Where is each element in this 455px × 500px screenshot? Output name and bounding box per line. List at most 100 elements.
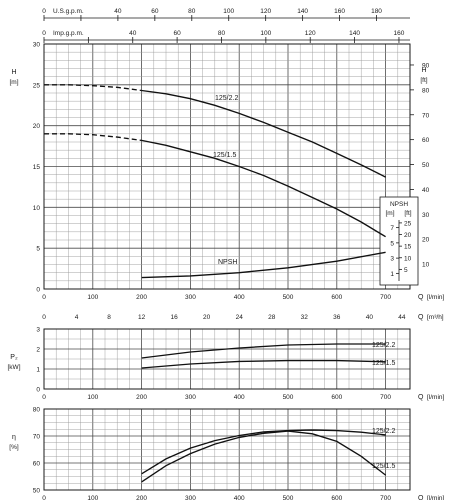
y-tick-label: 70 <box>33 434 41 441</box>
m3h-tick-label: 36 <box>333 314 341 321</box>
usgpm-tick-label: 0 <box>42 8 46 15</box>
ft-tick-label: 40 <box>422 187 430 194</box>
usgpm-tick-label: 180 <box>371 8 382 15</box>
plot-frame-efficiency <box>43 408 411 491</box>
x-tick-label: 200 <box>136 294 147 301</box>
series-line <box>141 359 386 369</box>
x-tick-label: 400 <box>234 495 245 500</box>
impgpm-axis-label: Imp.g.p.m. <box>53 30 84 37</box>
x-tick-label: 100 <box>87 495 98 500</box>
curves-layer <box>44 84 387 483</box>
x-tick-label: 200 <box>136 495 147 500</box>
x-tick-label: 500 <box>283 294 294 301</box>
x-tick-label: 0 <box>42 394 46 401</box>
y-tick-label: 0 <box>36 287 40 294</box>
npsh-m-tick-label: 1 <box>390 271 394 278</box>
plot-frame-head <box>43 43 411 290</box>
usgpm-tick-label: 120 <box>260 8 271 15</box>
npsh-box-ft-unit: [ft] <box>404 210 411 217</box>
m3h-tick-label: 4 <box>75 314 79 321</box>
y-tick-label: 60 <box>33 461 41 468</box>
y-tick-label: 0 <box>36 387 40 394</box>
series-label: 125/2.2 <box>372 428 395 435</box>
ft-tick-label: 30 <box>422 212 430 219</box>
usgpm-tick-label: 40 <box>114 8 122 15</box>
impgpm-tick-label: 160 <box>394 30 405 37</box>
impgpm-tick-label: 80 <box>218 30 226 37</box>
m3h-tick-label: 24 <box>236 314 244 321</box>
y-axis-label: P₂ <box>10 354 18 361</box>
m3h-tick-label: 8 <box>107 314 111 321</box>
x-axis-unit: [l/min] <box>427 495 445 500</box>
y-tick-label: 15 <box>33 164 41 171</box>
x-axis-label: Q <box>418 394 424 401</box>
usgpm-axis-label: U.S.g.p.m. <box>53 8 84 15</box>
x-axis-label: Q <box>418 294 424 301</box>
x-tick-label: 300 <box>185 394 196 401</box>
m3h-tick-label: 0 <box>42 314 46 321</box>
ft-tick-label: 90 <box>422 62 430 69</box>
usgpm-tick-label: 100 <box>223 8 234 15</box>
x-tick-label: 0 <box>42 294 46 301</box>
y-tick-label: 2 <box>36 347 40 354</box>
right-axis-label: H <box>421 67 426 74</box>
impgpm-tick-label: 140 <box>349 30 360 37</box>
ft-tick-label: 10 <box>422 262 430 269</box>
series-line <box>141 251 386 279</box>
x-tick-label: 600 <box>331 294 342 301</box>
series-line <box>141 343 386 359</box>
x-tick-label: 100 <box>87 294 98 301</box>
usgpm-tick-label: 140 <box>297 8 308 15</box>
impgpm-tick-label: 100 <box>260 30 271 37</box>
ft-tick-label: 60 <box>422 137 430 144</box>
y-axis-unit: [%] <box>9 444 19 451</box>
npsh-ft-tick-label: 25 <box>404 220 412 227</box>
m3h-tick-label: 16 <box>171 314 179 321</box>
y-tick-label: 1 <box>36 367 40 374</box>
y-tick-label: 25 <box>33 82 41 89</box>
x-axis-label: Q <box>418 495 424 500</box>
y-tick-label: 80 <box>33 407 41 414</box>
x-secondary-label: Q <box>418 314 424 321</box>
m3h-tick-label: 44 <box>398 314 406 321</box>
y-axis-unit: [kW] <box>8 364 21 371</box>
x-tick-label: 100 <box>87 394 98 401</box>
impgpm-tick-label: 120 <box>305 30 316 37</box>
x-tick-label: 700 <box>380 394 391 401</box>
x-tick-label: 700 <box>380 294 391 301</box>
npsh-m-tick-label: 3 <box>390 256 394 263</box>
usgpm-tick-label: 80 <box>188 8 196 15</box>
npsh-box-title: NPSH <box>390 201 408 208</box>
x-tick-label: 500 <box>283 394 294 401</box>
x-tick-label: 0 <box>42 495 46 500</box>
m3h-tick-label: 12 <box>138 314 146 321</box>
right-axis-unit: [ft] <box>420 77 427 84</box>
npsh-box-m-unit: [m] <box>385 210 394 217</box>
x-axis-unit: [l/min] <box>427 394 445 401</box>
ft-tick-label: 70 <box>422 112 430 119</box>
y-tick-label: 30 <box>33 42 41 49</box>
series-label: NPSH <box>218 259 237 266</box>
series-line <box>141 89 386 178</box>
y-tick-label: 20 <box>33 123 41 130</box>
series-line-dashed <box>44 84 142 92</box>
y-axis-label: η <box>12 434 16 441</box>
m3h-tick-label: 40 <box>366 314 374 321</box>
ft-tick-label: 80 <box>422 87 430 94</box>
y-tick-label: 50 <box>33 488 41 495</box>
y-tick-label: 5 <box>36 246 40 253</box>
usgpm-tick-label: 60 <box>151 8 159 15</box>
x-tick-label: 300 <box>185 294 196 301</box>
series-label: 125/2.2 <box>372 342 395 349</box>
y-axis-unit: [m] <box>9 79 18 86</box>
m3h-tick-label: 20 <box>203 314 211 321</box>
m3h-tick-label: 28 <box>268 314 276 321</box>
x-tick-label: 600 <box>331 394 342 401</box>
x-tick-label: 300 <box>185 495 196 500</box>
series-line <box>141 429 386 475</box>
x-tick-label: 500 <box>283 495 294 500</box>
series-line <box>141 139 386 238</box>
npsh-ft-tick-label: 5 <box>404 267 408 274</box>
npsh-ft-tick-label: 10 <box>404 255 412 262</box>
npsh-ft-tick-label: 15 <box>404 244 412 251</box>
